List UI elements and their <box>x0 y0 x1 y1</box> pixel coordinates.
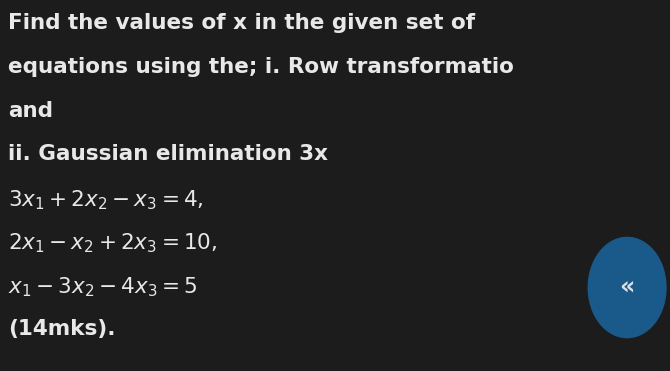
Text: equations using the; i. Row transformatio: equations using the; i. Row transformati… <box>8 57 514 77</box>
Text: Find the values of x in the given set of: Find the values of x in the given set of <box>8 13 475 33</box>
Text: and: and <box>8 101 53 121</box>
Text: $x_{1}-3x_{2}-4x_{3}=5$: $x_{1}-3x_{2}-4x_{3}=5$ <box>8 276 198 299</box>
Ellipse shape <box>588 237 666 338</box>
Text: $3x_{1}+2x_{2}-x_{3}=4$,: $3x_{1}+2x_{2}-x_{3}=4$, <box>8 188 204 212</box>
Text: (14mks).: (14mks). <box>8 319 115 339</box>
Text: $2x_{1}-x_{2}+2x_{3}=10$,: $2x_{1}-x_{2}+2x_{3}=10$, <box>8 232 217 256</box>
Text: «: « <box>620 276 634 299</box>
Text: ii. Gaussian elimination 3x: ii. Gaussian elimination 3x <box>8 144 328 164</box>
